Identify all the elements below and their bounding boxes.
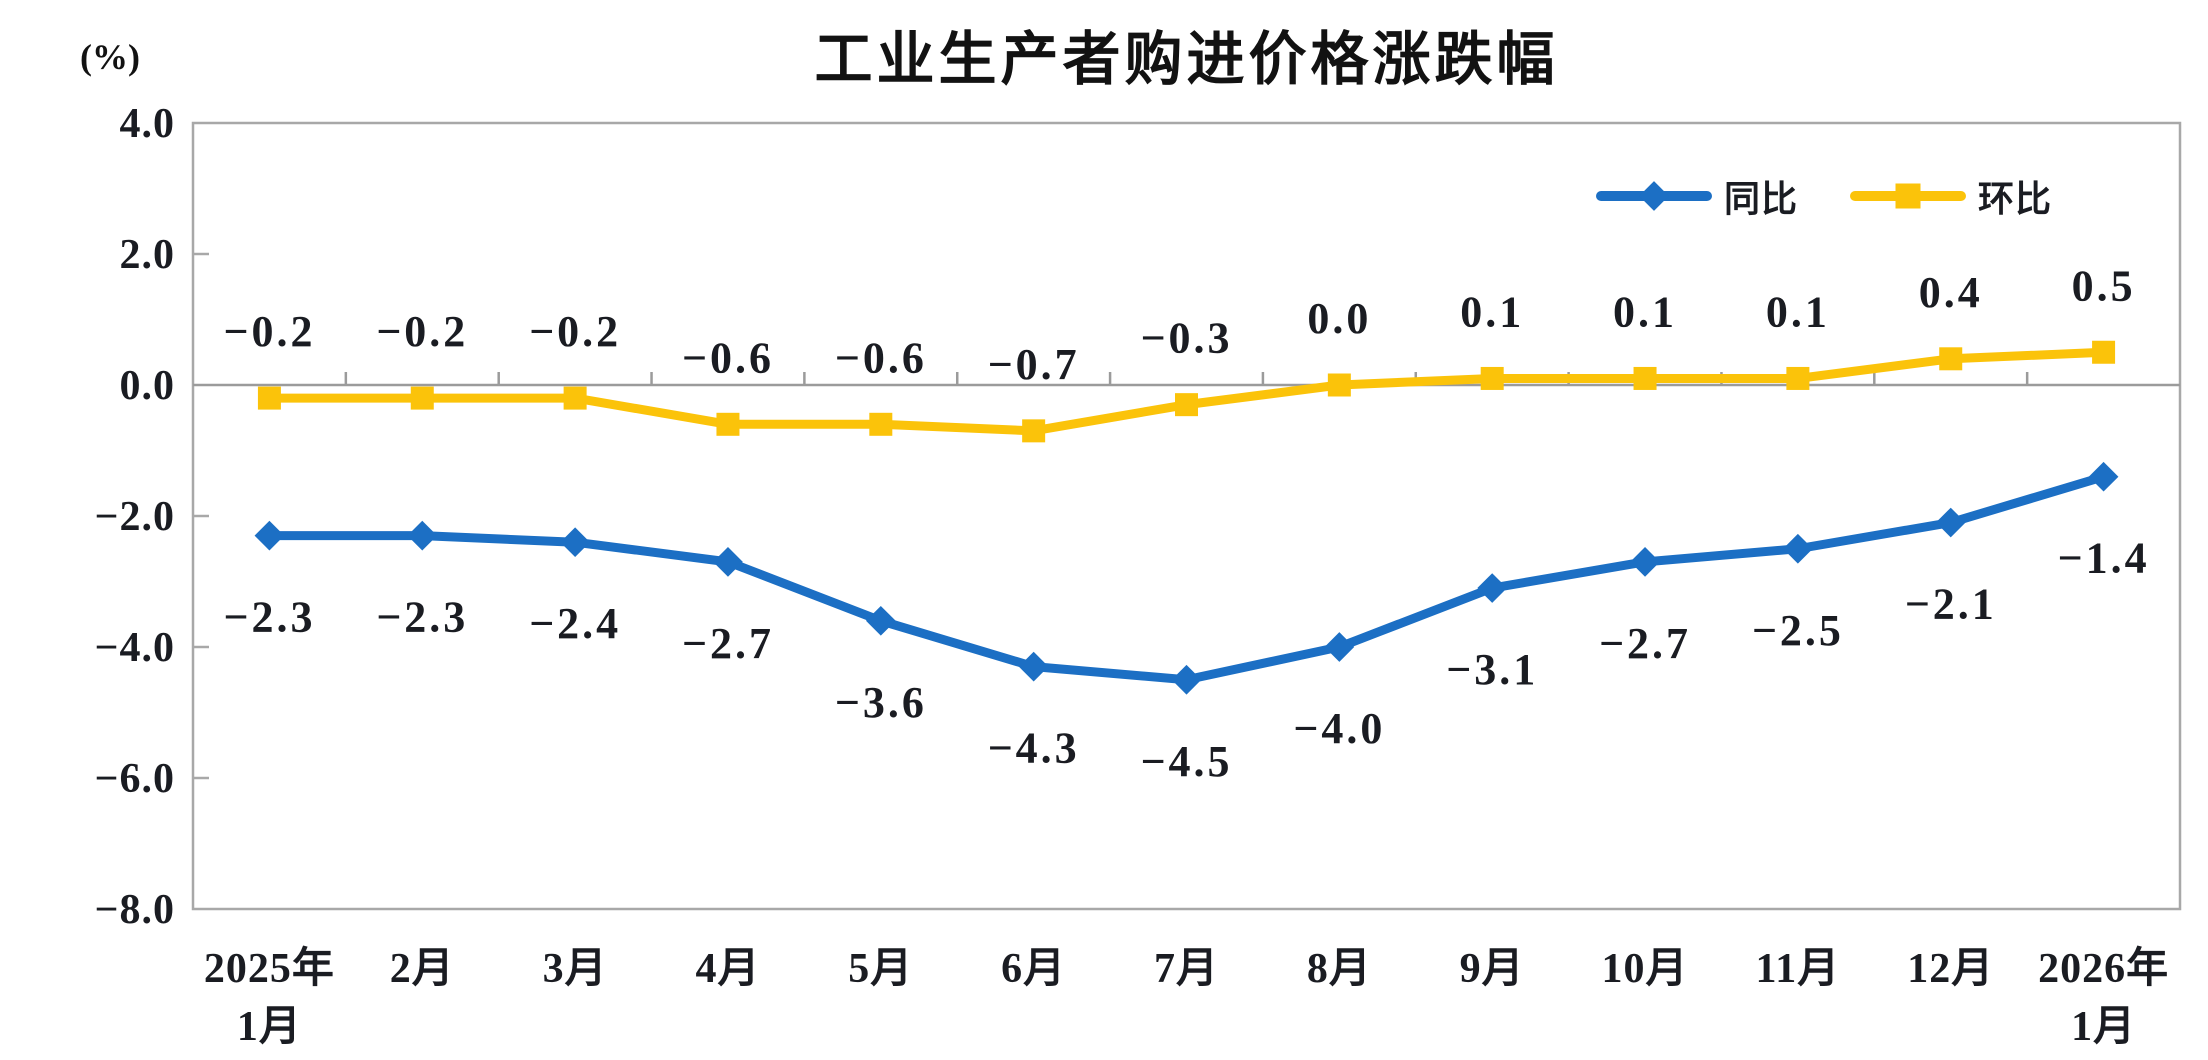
data-label: −0.6 (682, 333, 774, 382)
x-axis-label: 10月 (1602, 946, 1689, 992)
data-point-square (1480, 366, 1504, 390)
legend-item-mom: 环比 (1850, 170, 2052, 222)
data-point-square (1175, 393, 1198, 417)
data-label: −3.1 (1446, 645, 1538, 694)
data-point-diamond (560, 527, 590, 558)
data-point-square (563, 386, 587, 410)
x-axis-label: 4月 (695, 946, 760, 992)
y-axis-tick-label: −2.0 (95, 494, 175, 540)
data-point-square (1327, 373, 1351, 397)
x-axis-label: 12月 (1907, 946, 1994, 992)
data-label: −2.1 (1905, 580, 1997, 629)
y-axis-tick-label: −6.0 (95, 756, 175, 802)
y-axis-tick-label: 4.0 (120, 101, 176, 147)
chart-title: 工业生产者购进价格涨跌幅 (814, 27, 1559, 92)
data-label: −2.4 (529, 599, 621, 648)
x-axis-label: 2025年 (204, 945, 335, 992)
plot-border (191, 121, 2182, 911)
data-point-diamond (254, 520, 285, 551)
legend-line-swatch-yoy (1596, 181, 1712, 211)
data-label: 0.0 (1307, 294, 1371, 343)
data-label: −4.5 (1140, 737, 1232, 786)
data-label: −2.7 (682, 619, 774, 668)
data-label: −0.7 (988, 340, 1080, 389)
x-axis-label: 9月 (1460, 946, 1525, 992)
data-point-diamond (2088, 461, 2119, 492)
legend-line-swatch-mom (1850, 183, 1967, 209)
data-label: 0.1 (1460, 287, 1524, 336)
data-point-diamond (1783, 533, 1813, 564)
data-label: −1.4 (2058, 534, 2150, 583)
data-label: −0.2 (376, 307, 468, 356)
data-point-square (257, 386, 281, 410)
data-point-diamond (1171, 664, 1202, 695)
data-point-diamond (865, 605, 896, 636)
data-point-square (410, 386, 434, 410)
data-label: 0.5 (2072, 261, 2136, 310)
x-axis-label: 3月 (543, 946, 608, 992)
data-point-square (716, 412, 740, 436)
data-point-diamond (1935, 507, 1966, 538)
y-axis-tick-label: 2.0 (120, 232, 176, 278)
x-axis-label: 5月 (848, 946, 913, 992)
data-point-diamond (713, 547, 743, 577)
y-axis-unit-label: (%) (80, 37, 140, 77)
x-axis-label: 7月 (1154, 946, 1219, 992)
legend-diamond-marker-icon (1639, 181, 1669, 211)
data-point-square (1022, 419, 1046, 443)
chart-legend: 同比 环比 (1596, 170, 2052, 222)
legend-label-yoy: 同比 (1724, 179, 1799, 219)
data-label: −2.3 (223, 593, 315, 642)
data-point-square (1633, 366, 1657, 390)
data-label: −2.7 (1599, 619, 1691, 668)
x-axis-label: 2026年 (2038, 945, 2169, 992)
data-label: −2.5 (1752, 606, 1844, 655)
data-point-diamond (1324, 632, 1355, 662)
x-axis-label: 2月 (390, 946, 455, 992)
y-axis-tick-label: 0.0 (120, 363, 176, 409)
x-axis-label: 11月 (1756, 946, 1841, 992)
legend-label-mom: 环比 (1978, 179, 2053, 219)
data-point-square (1939, 347, 1963, 371)
data-point-diamond (407, 520, 438, 551)
x-axis-label: 8月 (1307, 946, 1372, 992)
data-point-diamond (1477, 573, 1508, 603)
data-label: −4.0 (1293, 704, 1385, 753)
x-axis-label: 1月 (237, 1004, 302, 1050)
data-point-square (1786, 366, 1810, 390)
data-point-diamond (1018, 651, 1049, 682)
data-label: −0.6 (835, 333, 927, 382)
data-label: 0.1 (1613, 287, 1677, 336)
legend-square-marker-icon (1895, 183, 1921, 209)
data-label: 0.1 (1766, 287, 1830, 336)
x-axis-label: 1月 (2071, 1004, 2136, 1050)
data-label: −0.3 (1140, 314, 1232, 363)
series-line-mom (264, 347, 2109, 436)
data-label: −0.2 (529, 307, 621, 356)
data-point-diamond (1630, 547, 1660, 577)
data-label: −4.3 (988, 724, 1080, 773)
x-axis-label: 6月 (1001, 946, 1066, 992)
data-point-square (2092, 340, 2116, 364)
data-point-square (869, 412, 893, 436)
data-label: −3.6 (835, 678, 927, 727)
y-axis-tick-label: −4.0 (95, 625, 175, 671)
data-label: −0.2 (223, 307, 315, 356)
legend-item-yoy: 同比 (1596, 170, 1798, 222)
data-label: 0.4 (1919, 268, 1983, 317)
data-label: −2.3 (376, 593, 468, 642)
y-axis-tick-label: −8.0 (95, 887, 175, 933)
